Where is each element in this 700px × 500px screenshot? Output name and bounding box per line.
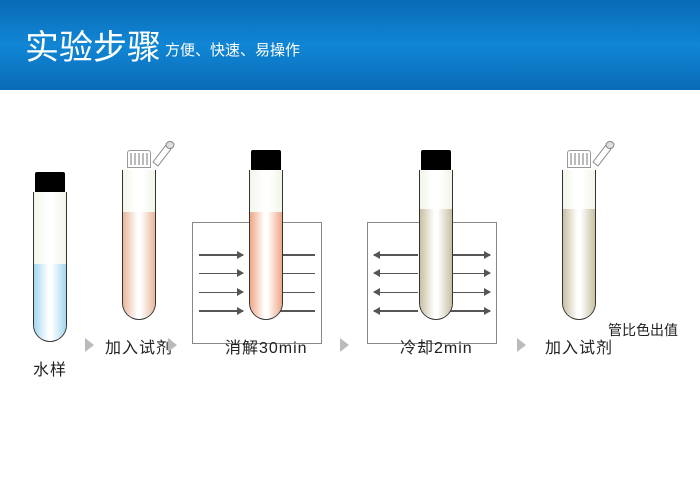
test-tube: [119, 150, 159, 322]
step-label: 水样: [30, 356, 70, 380]
flow-arrow-icon: [517, 338, 526, 352]
tube-glass: [562, 170, 596, 320]
tube-glass: [419, 170, 453, 320]
step-label: 消解30min: [225, 334, 308, 358]
tube-glass: [249, 170, 283, 320]
flow-arrow-icon: [340, 338, 349, 352]
tube-liquid: [420, 209, 452, 319]
tube-liquid: [34, 264, 66, 341]
step-sample: 水样: [30, 172, 70, 380]
step-cool: 冷却2min: [400, 150, 473, 358]
tube-glass: [33, 192, 67, 342]
flow-arrow-icon: [168, 338, 177, 352]
diagram-stage: 水样加入试剂消解30min冷却2min加入试剂管比色出值: [0, 90, 700, 500]
tube-liquid: [123, 212, 155, 319]
step-reagent1: 加入试剂: [105, 150, 173, 358]
test-tube: [246, 150, 286, 322]
step-label: 加入试剂: [545, 334, 613, 358]
step-label: 冷却2min: [400, 334, 473, 358]
test-tube: [416, 150, 456, 322]
tube-cap: [567, 150, 591, 168]
tube-cap: [251, 150, 281, 172]
header-subtitle: 方便、快速、易操作: [165, 39, 300, 60]
dropper-icon: [149, 140, 175, 170]
header-banner: 实验步骤 方便、快速、易操作: [0, 0, 700, 90]
tube-cap: [421, 150, 451, 172]
tube-liquid: [250, 212, 282, 319]
tube-glass: [122, 170, 156, 320]
tube-cap: [35, 172, 65, 194]
tube-cap: [127, 150, 151, 168]
step-digest: 消解30min: [225, 150, 308, 358]
test-tube: [559, 150, 599, 322]
step-reagent2: 加入试剂: [545, 150, 613, 358]
flow-arrow-icon: [85, 338, 94, 352]
test-tube: [30, 172, 70, 344]
header-title: 实验步骤: [25, 20, 161, 69]
output-label: 管比色出值: [608, 320, 678, 340]
step-label: 加入试剂: [105, 334, 173, 358]
dropper-icon: [589, 140, 615, 170]
tube-liquid: [563, 209, 595, 319]
